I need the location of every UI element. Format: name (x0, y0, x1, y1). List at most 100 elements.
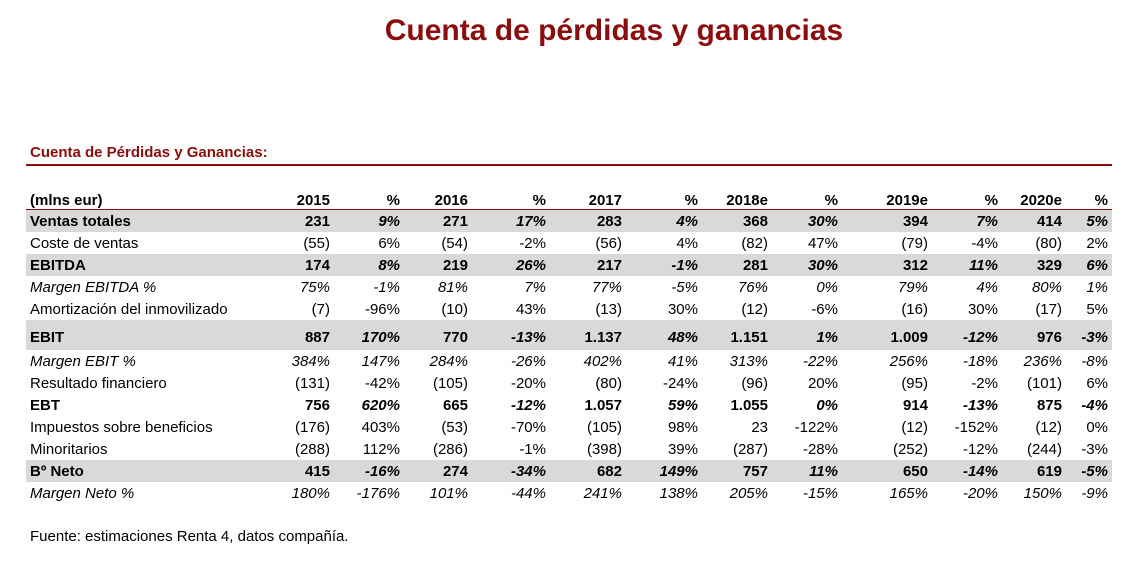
value-cell: (16) (901, 300, 928, 318)
pct-cell: -18% (962, 352, 998, 370)
pct-cell: -152% (954, 418, 998, 436)
value-cell: (131) (294, 374, 330, 392)
header-pct: % (532, 191, 546, 209)
header-pct: % (386, 191, 400, 209)
value-cell: 81% (437, 278, 468, 296)
pct-cell: -22% (802, 352, 838, 370)
value-cell: 76% (737, 278, 768, 296)
pct-cell: 48% (626, 320, 702, 350)
value-cell: 180% (291, 484, 330, 502)
value-cell: 150% (1023, 484, 1062, 502)
pct-cell: 9% (334, 210, 404, 232)
value-cell: 875 (1036, 396, 1062, 414)
pct-cell: -42% (364, 374, 400, 392)
pct-cell: 30% (772, 210, 842, 232)
pct-cell: 1% (772, 320, 842, 350)
value-cell: (10) (441, 300, 468, 318)
table-row: Minoritarios (288) 112% (286) -1% (398) 39% (28… (26, 438, 1112, 460)
value-cell: (12) (1035, 418, 1062, 436)
pct-cell: -24% (662, 374, 698, 392)
table-row: Coste de ventas (55) 6% (54) -2% (56) 4% (82) 47… (26, 232, 1112, 254)
value-cell: 236% (1023, 352, 1062, 370)
row-label: EBIT (26, 320, 284, 350)
value-cell: (105) (586, 418, 622, 436)
pct-cell: -96% (364, 300, 400, 318)
row-label: Coste de ventas (30, 234, 139, 252)
pct-cell: -28% (802, 440, 838, 458)
value-cell: (53) (441, 418, 468, 436)
pct-cell: -3% (1066, 320, 1112, 350)
table-header-row: (mlns eur) 2015 % 2016 % 2017 % 2018e % … (26, 190, 1112, 210)
pct-cell: 4% (676, 234, 698, 252)
table-row: Margen EBIT % 384% 147% 284% -26% 402% 41% 313%… (26, 350, 1112, 372)
table-row: EBIT 887 170% 770 -13% 1.137 48% 1.151 1% 1.009 -1… (26, 320, 1112, 350)
pct-cell: 59% (667, 396, 698, 414)
value-cell: 75% (299, 278, 330, 296)
row-label: Bº Neto (26, 460, 284, 482)
row-label: EBT (30, 396, 60, 414)
pct-cell: -12% (932, 320, 1002, 350)
income-statement-table: (mlns eur) 2015 % 2016 % 2017 % 2018e % … (26, 190, 1112, 504)
value-cell: 914 (902, 396, 928, 414)
pct-cell: 17% (472, 210, 550, 232)
pct-cell: -122% (794, 418, 838, 436)
value-cell: 1.151 (702, 320, 772, 350)
pct-cell: -3% (1081, 440, 1108, 458)
header-2019e: 2019e (886, 191, 928, 209)
value-cell: 650 (842, 460, 932, 482)
table-row: Ventas totales 231 9% 271 17% 283 4% 368 30% 394 7… (26, 210, 1112, 232)
page-title: Cuenta de pérdidas y ganancias (384, 14, 844, 47)
pct-cell: 7% (524, 278, 546, 296)
value-cell: 217 (550, 254, 626, 276)
pct-cell: 7% (932, 210, 1002, 232)
value-cell: (80) (595, 374, 622, 392)
value-cell: 80% (1031, 278, 1062, 296)
pct-cell: 30% (967, 300, 998, 318)
value-cell: 415 (284, 460, 334, 482)
value-cell: (176) (294, 418, 330, 436)
pct-cell: -8% (1081, 352, 1108, 370)
header-2016: 2016 (434, 191, 468, 209)
value-cell: 976 (1002, 320, 1066, 350)
pct-cell: 0% (816, 396, 838, 414)
pct-cell: -5% (1066, 460, 1112, 482)
pct-cell: 8% (334, 254, 404, 276)
pct-cell: 4% (626, 210, 702, 232)
row-label: Impuestos sobre beneficios (30, 418, 213, 436)
value-cell: (80) (1035, 234, 1062, 252)
value-cell: (54) (441, 234, 468, 252)
table-row: EBT 756 620% 665 -12% 1.057 59% 1.055 0% 914 -13% 8… (26, 394, 1112, 416)
pct-cell: -26% (510, 352, 546, 370)
value-cell: 665 (442, 396, 468, 414)
pct-cell: 0% (1086, 418, 1108, 436)
pct-cell: -44% (510, 484, 546, 502)
pct-cell: 149% (626, 460, 702, 482)
pct-cell: 6% (378, 234, 400, 252)
pct-cell: 170% (334, 320, 404, 350)
value-cell: 1.137 (550, 320, 626, 350)
header-2020e: 2020e (1020, 191, 1062, 209)
value-cell: 284% (429, 352, 468, 370)
pct-cell: 5% (1086, 300, 1108, 318)
value-cell: 756 (304, 396, 330, 414)
pct-cell: 11% (772, 460, 842, 482)
pct-cell: 6% (1086, 374, 1108, 392)
pct-cell: -1% (626, 254, 702, 276)
value-cell: 205% (729, 484, 768, 502)
value-cell: 281 (702, 254, 772, 276)
pct-cell: 41% (667, 352, 698, 370)
pct-cell: 0% (816, 278, 838, 296)
value-cell: 414 (1002, 210, 1066, 232)
pct-cell: -13% (472, 320, 550, 350)
pct-cell: 47% (807, 234, 838, 252)
pct-cell: -20% (962, 484, 998, 502)
pct-cell: 30% (772, 254, 842, 276)
value-cell: 770 (404, 320, 472, 350)
table-row: Margen Neto % 180% -176% 101% -44% 241% 138% 20… (26, 482, 1112, 504)
header-pct: % (684, 191, 698, 209)
value-cell: (12) (901, 418, 928, 436)
pct-cell: 2% (1086, 234, 1108, 252)
table-subtitle: Cuenta de Pérdidas y Ganancias: (30, 144, 268, 161)
value-cell: 682 (550, 460, 626, 482)
value-cell: (244) (1026, 440, 1062, 458)
